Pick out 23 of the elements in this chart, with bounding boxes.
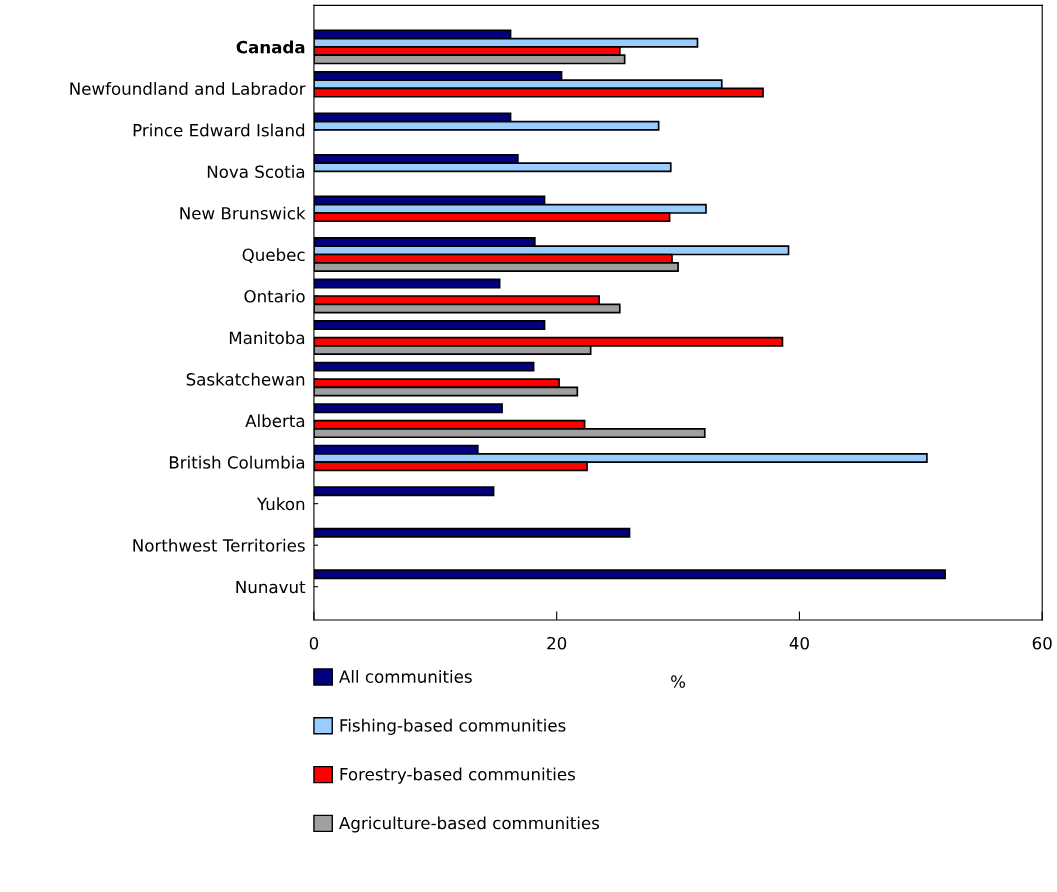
x-tick-label: 40	[789, 636, 809, 650]
y-tick-label: Yukon	[256, 497, 305, 511]
y-tick-label: Manitoba	[229, 331, 305, 345]
legend-label: Forestry-based communities	[340, 767, 575, 784]
y-tick-label: New Brunswick	[180, 206, 306, 220]
x-tick-label: 0	[309, 636, 319, 650]
legend-label: Agriculture-based communities	[339, 816, 600, 833]
y-tick-label: Alberta	[245, 414, 305, 428]
legend-label: All communities	[339, 670, 472, 683]
y-tick-label: Northwest Territories	[133, 538, 305, 552]
x-axis-title: %	[671, 675, 686, 688]
y-tick-label: Newfoundland and Labrador	[70, 82, 306, 95]
y-tick-label: Quebec	[242, 248, 305, 263]
y-tick-label: Saskatchewan	[186, 372, 305, 386]
y-tick-label: British Columbia	[169, 455, 305, 469]
y-tick-label: Prince Edward Island	[133, 123, 305, 137]
y-tick-label: Nunavut	[236, 580, 306, 594]
y-tick-label: Canada	[236, 40, 305, 54]
legend-label: Fishing-based communities	[340, 718, 566, 735]
x-tick-label: 20	[547, 636, 567, 650]
y-tick-label: Nova Scotia	[207, 165, 305, 179]
y-tick-label: Ontario	[244, 289, 305, 303]
x-tick-label: 60	[1032, 636, 1052, 650]
